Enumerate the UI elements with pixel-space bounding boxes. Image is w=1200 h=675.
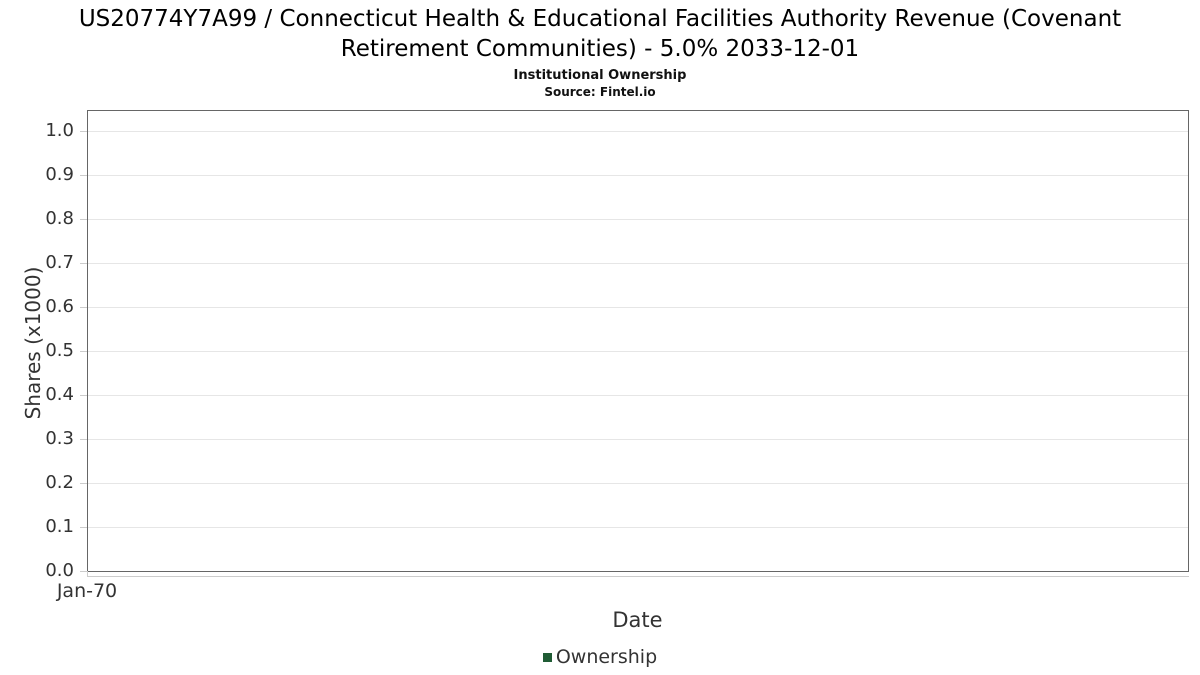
- x-tick-label: Jan-70: [56, 580, 118, 602]
- y-tick-mark-0.3: [80, 439, 87, 440]
- y-tick-label-0.5: 0.5: [45, 340, 74, 361]
- gridline-0.2: [88, 483, 1188, 484]
- y-tick-label-0.9: 0.9: [45, 164, 74, 185]
- y-tick-label-1.0: 1.0: [45, 120, 74, 141]
- gridline-0.6: [88, 307, 1188, 308]
- y-tick-mark-1.0: [80, 131, 87, 132]
- y-tick-label-0.0: 0.0: [45, 560, 74, 581]
- gridline-0.5: [88, 351, 1188, 352]
- gridline-0.4: [88, 395, 1188, 396]
- y-tick-label-0.1: 0.1: [45, 516, 74, 537]
- y-tick-label-0.7: 0.7: [45, 252, 74, 273]
- x-tick-mark: [87, 571, 88, 576]
- y-tick-mark-0.8: [80, 219, 87, 220]
- gridline-1.0: [88, 131, 1188, 132]
- plot-area: [87, 110, 1189, 572]
- chart-source: Source: Fintel.io: [544, 85, 656, 99]
- y-tick-label-0.6: 0.6: [45, 296, 74, 317]
- y-tick-mark-0.1: [80, 527, 87, 528]
- y-tick-label-0.8: 0.8: [45, 208, 74, 229]
- legend-swatch-icon: [542, 652, 552, 662]
- legend-item-ownership[interactable]: Ownership: [542, 646, 658, 668]
- y-tick-mark-0.6: [80, 307, 87, 308]
- legend: Ownership: [0, 646, 1200, 668]
- y-tick-mark-0.4: [80, 395, 87, 396]
- y-axis-title: Shares (x1000): [21, 266, 45, 420]
- y-tick-mark-0.9: [80, 175, 87, 176]
- legend-label: Ownership: [555, 646, 658, 668]
- gridline-0.9: [88, 175, 1188, 176]
- chart-subtitle: Institutional Ownership: [513, 68, 687, 83]
- gridline-0.1: [88, 527, 1188, 528]
- x-axis-title: Date: [612, 608, 663, 632]
- chart-title-text: US20774Y7A99 / Connecticut Health & Educ…: [78, 6, 1122, 62]
- gridline-0.3: [88, 439, 1188, 440]
- y-tick-mark-0.0: [80, 571, 87, 572]
- y-tick-mark-0.2: [80, 483, 87, 484]
- y-tick-label-0.2: 0.2: [45, 472, 74, 493]
- y-tick-label-0.3: 0.3: [45, 428, 74, 449]
- y-tick-label-0.4: 0.4: [45, 384, 74, 405]
- gridline-0.7: [88, 263, 1188, 264]
- y-tick-mark-0.5: [80, 351, 87, 352]
- y-tick-mark-0.7: [80, 263, 87, 264]
- chart-title: US20774Y7A99 / Connecticut Health & Educ…: [0, 4, 1200, 64]
- gridline-0.8: [88, 219, 1188, 220]
- x-axis-line: [87, 576, 1189, 577]
